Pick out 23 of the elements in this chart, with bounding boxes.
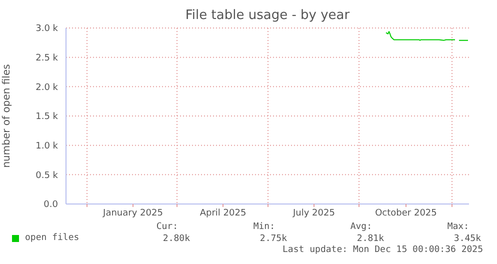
text: Max: bbox=[446, 221, 469, 233]
y-tick-label: 1.0 k bbox=[36, 142, 59, 152]
x-tick-label: January 2025 bbox=[102, 208, 163, 218]
text: Min: bbox=[252, 221, 275, 233]
chart-title: File table usage - by year bbox=[184, 8, 351, 23]
text: 2.80k bbox=[162, 233, 190, 245]
y-tick-label: 1.5 k bbox=[36, 112, 59, 122]
text: 2.81k bbox=[356, 233, 384, 245]
x-tick-label: October 2025 bbox=[375, 208, 437, 218]
x-tick-label: April 2025 bbox=[200, 208, 246, 218]
legend-label: open files bbox=[25, 233, 80, 243]
text: Cur: bbox=[155, 221, 178, 233]
text: Avg: bbox=[349, 221, 372, 233]
y-tick-label: 0.0 bbox=[44, 200, 58, 210]
y-tick-label: 2.0 k bbox=[36, 82, 59, 93]
y-axis-title: number of open files bbox=[2, 64, 13, 168]
text: Last update: Mon Dec 15 00:00:36 2025 bbox=[282, 245, 483, 255]
text: 2.75k bbox=[258, 233, 287, 245]
y-tick-label: 3.0 k bbox=[36, 24, 59, 34]
text: 3.45k bbox=[452, 233, 481, 245]
y-tick-label: 2.5 k bbox=[36, 54, 59, 64]
y-tick-label: 0.5 k bbox=[36, 170, 59, 181]
x-tick-label: July 2025 bbox=[292, 208, 335, 218]
